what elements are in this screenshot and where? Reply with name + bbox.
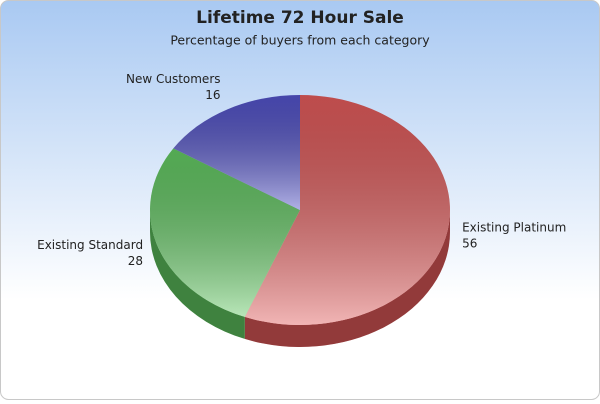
slice-shine	[173, 95, 300, 210]
slice-side-shade	[150, 210, 245, 339]
slice-value: 28	[128, 254, 143, 268]
slice-label: Existing Standard	[37, 238, 143, 252]
slice-label: Existing Platinum	[462, 221, 566, 235]
slice-shine	[150, 148, 300, 317]
slice-value: 56	[462, 237, 477, 251]
chart-title: Lifetime 72 Hour Sale	[196, 8, 404, 28]
slice-side-shade	[244, 210, 450, 347]
slice-value: 16	[205, 88, 220, 102]
slice-side	[244, 210, 450, 347]
slice-shine	[244, 94, 451, 325]
slice-label: New Customers	[126, 72, 221, 86]
chart-subtitle: Percentage of buyers from each category	[170, 33, 430, 48]
pie	[150, 94, 451, 347]
slice-side	[150, 210, 245, 339]
